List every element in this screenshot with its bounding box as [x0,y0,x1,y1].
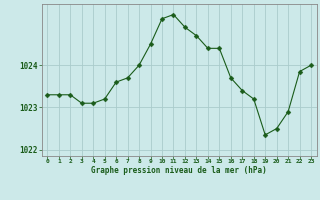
X-axis label: Graphe pression niveau de la mer (hPa): Graphe pression niveau de la mer (hPa) [91,166,267,175]
